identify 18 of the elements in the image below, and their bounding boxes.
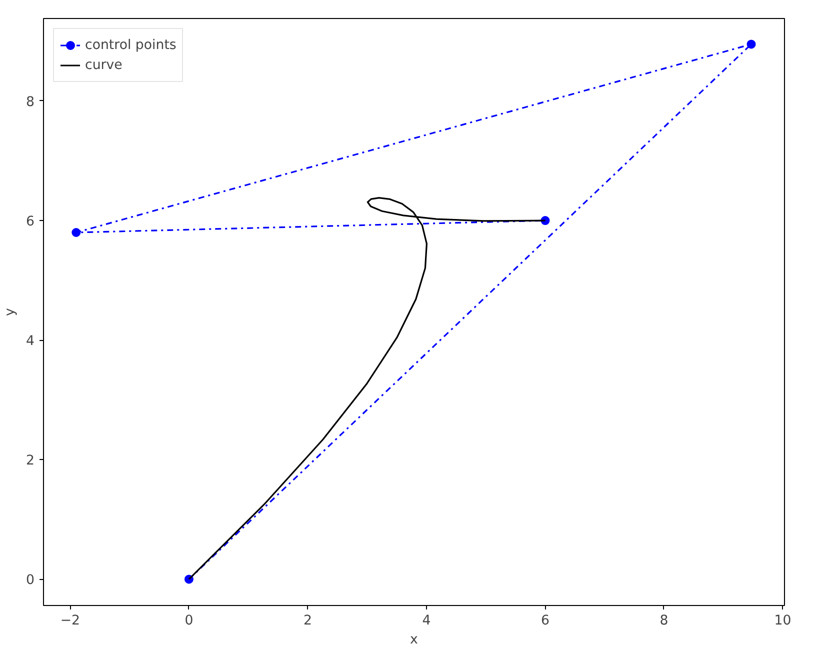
y-tick-label: 8 xyxy=(26,94,35,110)
point xyxy=(746,40,756,49)
x-tick-label: 4 xyxy=(422,614,431,628)
y-tick-label: 4 xyxy=(26,334,35,350)
point xyxy=(72,228,81,237)
x-tick-label: 2 xyxy=(303,614,312,628)
y-tick-label: 0 xyxy=(26,573,35,588)
legend-label: curve xyxy=(85,58,122,72)
legend-label: control points xyxy=(85,38,176,52)
x-tick-label: 6 xyxy=(540,614,550,628)
y-tick-label: 6 xyxy=(26,214,35,230)
y-tick-label: 2 xyxy=(26,454,35,469)
x-tick-label: 10 xyxy=(774,614,792,628)
y-axis-title: y xyxy=(3,308,18,316)
x-tick-label: −2 xyxy=(60,614,80,628)
x-tick-label: 8 xyxy=(660,614,668,628)
x-tick-label: 0 xyxy=(184,614,194,628)
x-axis-title: x xyxy=(410,632,418,648)
